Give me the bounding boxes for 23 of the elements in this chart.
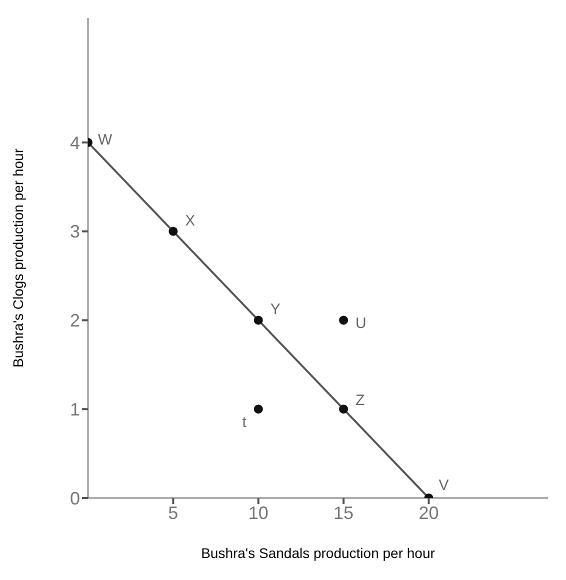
annotation: U <box>356 315 366 332</box>
x-tick-label: 20 <box>418 502 439 523</box>
y-tick-label: 2 <box>70 310 80 331</box>
point <box>339 404 348 414</box>
point <box>339 316 348 325</box>
annotation: W <box>98 131 113 148</box>
point <box>168 226 178 236</box>
annotation: Y <box>270 301 280 318</box>
x-tick-label: 15 <box>334 502 354 523</box>
x-tick-label: 5 <box>168 502 178 523</box>
y-tick-label: 0 <box>70 488 80 508</box>
annotation: t <box>242 414 248 432</box>
point <box>254 404 263 414</box>
x-axis-title: Bushra's Sandals production per hour <box>201 545 436 561</box>
annotation: V <box>438 477 449 494</box>
annotation: Z <box>356 392 365 410</box>
point <box>254 316 263 325</box>
y-axis-title: Bushra's Clogs production per hour <box>10 148 26 368</box>
y-tick-label: 3 <box>70 222 80 242</box>
annotation: X <box>185 212 196 230</box>
x-tick-label: 10 <box>248 502 268 523</box>
y-tick-label: 4 <box>70 132 80 153</box>
y-tick-label: 1 <box>70 400 80 420</box>
